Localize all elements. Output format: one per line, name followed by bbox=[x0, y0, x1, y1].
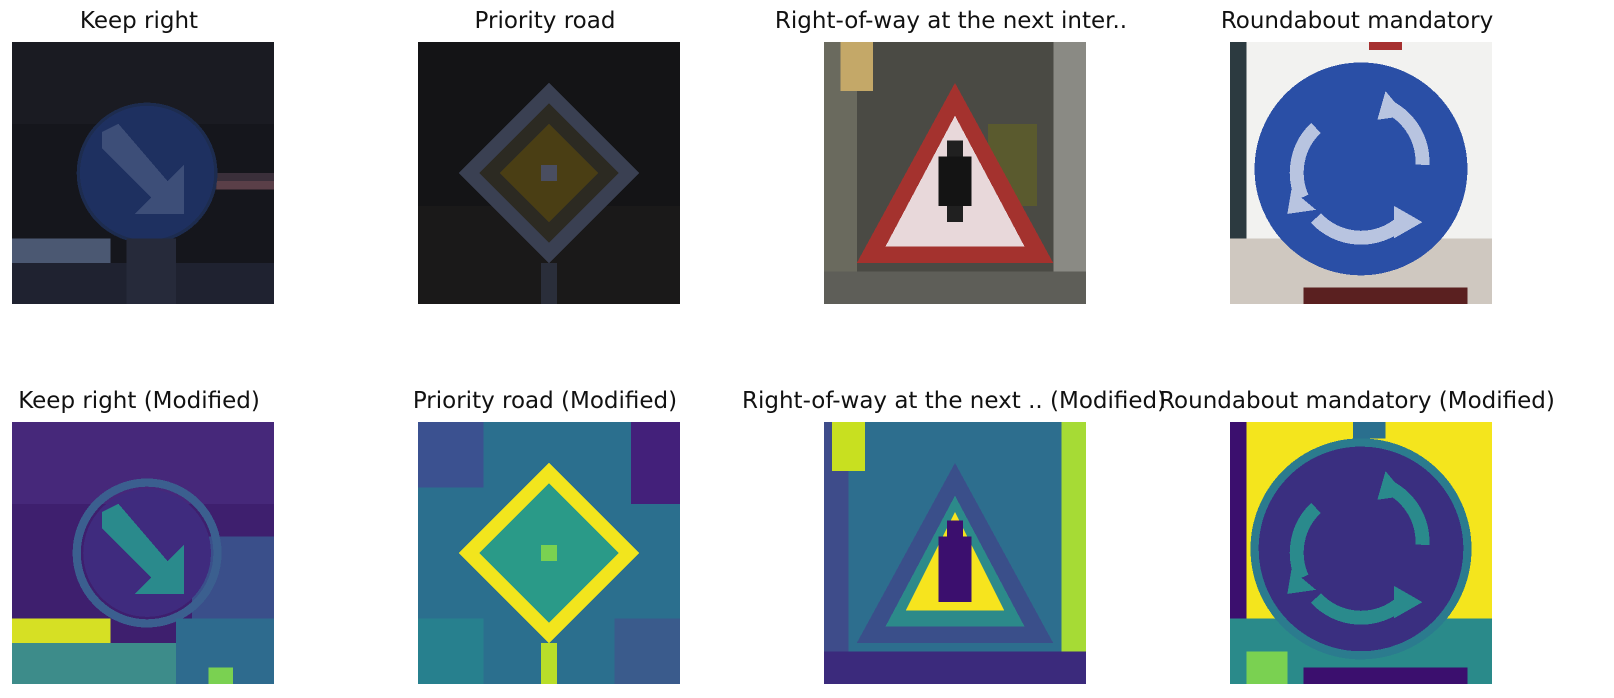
roundabout-sign-photo bbox=[1230, 42, 1492, 304]
priority-road-sign-viridis bbox=[418, 422, 680, 684]
panel-title: Priority road bbox=[474, 8, 616, 34]
panel-title: Keep right (Modified) bbox=[18, 388, 260, 414]
roundabout-sign-viridis bbox=[1230, 422, 1492, 684]
keep-right-sign-viridis bbox=[12, 422, 274, 684]
panel-title: Roundabout mandatory (Modified) bbox=[1159, 388, 1555, 414]
panel-title: Right-of-way at the next inter.. bbox=[774, 8, 1128, 34]
panel-title: Right-of-way at the next .. (Modified) bbox=[742, 388, 1167, 414]
right-of-way-sign-viridis bbox=[824, 422, 1086, 684]
panel-title: Priority road (Modified) bbox=[412, 388, 678, 414]
right-of-way-sign-photo bbox=[824, 42, 1086, 304]
priority-road-sign-photo bbox=[418, 42, 680, 304]
panel-title: Roundabout mandatory bbox=[1220, 8, 1494, 34]
panel-title: Keep right bbox=[79, 8, 199, 34]
keep-right-sign-photo bbox=[12, 42, 274, 304]
